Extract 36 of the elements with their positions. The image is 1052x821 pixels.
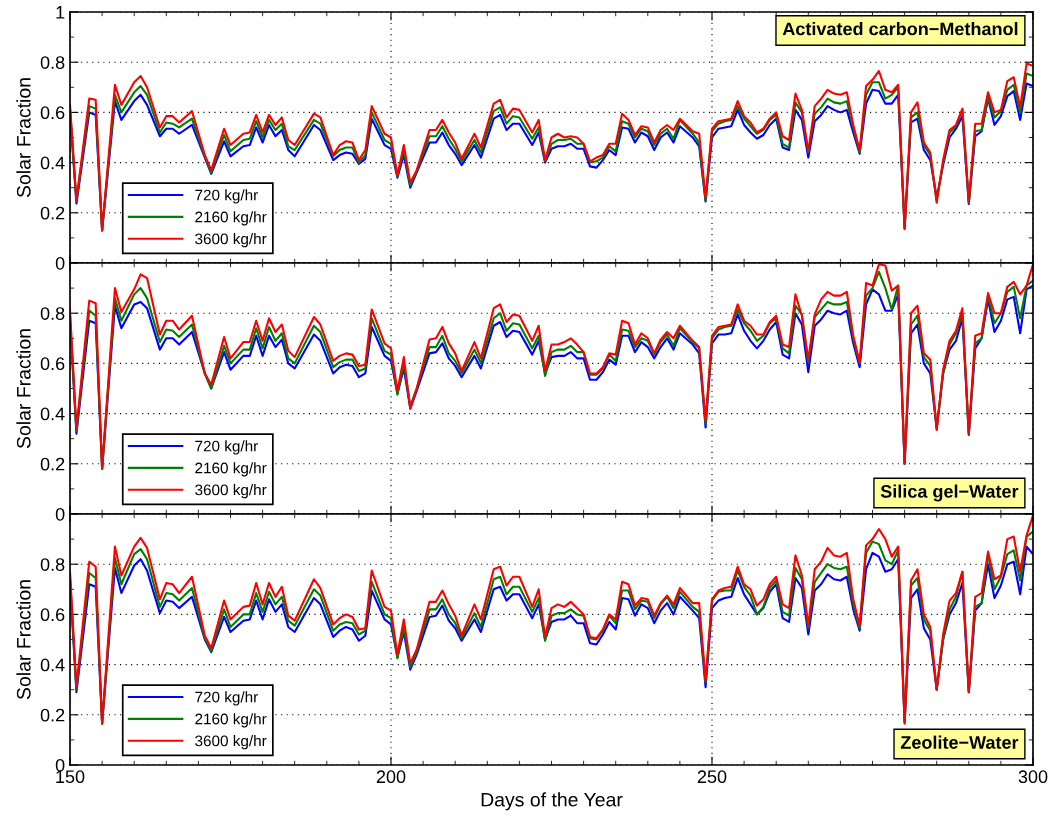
legend-label: 3600 kg/hr: [195, 484, 267, 499]
legend-label: 720 kg/hr: [195, 440, 258, 455]
x-axis-title: Days of the Year: [481, 792, 623, 811]
annotation: Activated carbon−Methanol: [782, 22, 1018, 36]
y-axis-title: Solar Fraction: [16, 329, 31, 449]
x-tick-label: 300: [1018, 770, 1048, 784]
y-tick-label: 0.6: [40, 106, 65, 120]
y-tick-label: 0.2: [40, 708, 65, 722]
y-tick-label: 0: [55, 507, 65, 521]
x-tick-label: 250: [697, 770, 727, 784]
y-tick-label: 0.8: [40, 307, 65, 320]
y-tick-label: 0: [55, 256, 65, 270]
legend-label: 2160 kg/hr: [195, 211, 267, 226]
y-axis-title: Solar Fraction: [16, 580, 31, 700]
legend-label: 3600 kg/hr: [195, 735, 267, 750]
y-tick-label: 0.2: [40, 206, 65, 220]
legend-label: 720 kg/hr: [195, 189, 258, 204]
y-tick-label: 0.6: [40, 357, 65, 371]
legend-label: 2160 kg/hr: [195, 713, 267, 728]
y-tick-label: 0.4: [40, 658, 65, 672]
y-tick-label: 0.8: [40, 558, 65, 571]
annotation: Silica gel−Water: [880, 484, 1019, 502]
y-axis-title: Solar Fraction: [16, 78, 31, 198]
legend-label: 2160 kg/hr: [195, 462, 267, 477]
y-tick-label: 0.6: [40, 608, 65, 622]
y-tick-label: 1: [56, 6, 65, 19]
y-tick-label: 0.8: [40, 56, 65, 69]
x-tick-label: 150: [56, 770, 85, 784]
y-tick-label: 0.2: [40, 457, 65, 471]
legend-label: 720 kg/hr: [195, 691, 258, 706]
y-tick-label: 0: [55, 758, 65, 772]
y-tick-label: 0.4: [40, 407, 65, 421]
x-tick-label: 200: [376, 770, 406, 784]
legend-label: 3600 kg/hr: [195, 233, 267, 248]
annotation: Zeolite−Water: [900, 735, 1019, 749]
y-tick-label: 0.4: [40, 156, 65, 170]
